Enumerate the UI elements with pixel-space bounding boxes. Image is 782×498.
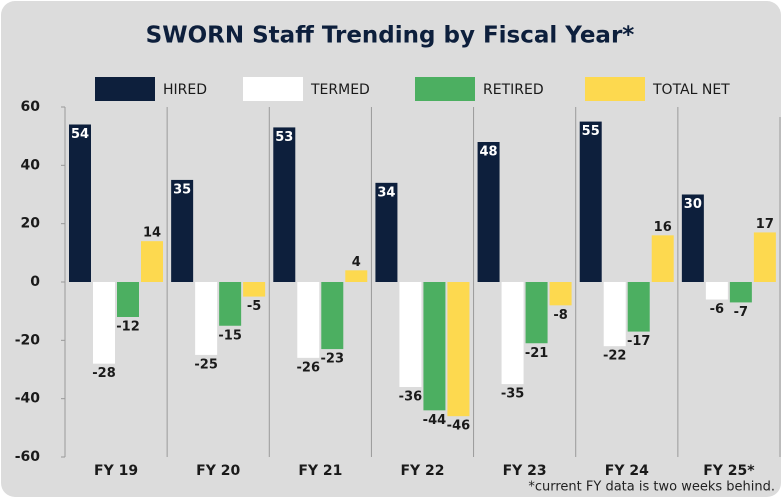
bar xyxy=(627,282,650,332)
bar xyxy=(729,282,752,303)
x-tick-label: FY 19 xyxy=(94,463,138,479)
data-label: -5 xyxy=(247,299,261,314)
legend-swatch xyxy=(95,77,155,101)
bar xyxy=(525,282,548,344)
x-tick-label: FY 23 xyxy=(503,463,547,479)
y-tick-label: 20 xyxy=(21,216,41,232)
legend-label: TOTAL NET xyxy=(652,82,730,98)
legend-label: RETIRED xyxy=(483,82,544,98)
bar xyxy=(375,182,398,282)
data-label: 54 xyxy=(71,127,89,142)
y-tick-label: 0 xyxy=(30,274,40,290)
bar xyxy=(93,282,115,364)
bar xyxy=(117,282,139,317)
bar xyxy=(549,282,572,306)
bar xyxy=(219,282,242,326)
y-tick-label: 60 xyxy=(21,99,41,115)
data-label: -23 xyxy=(321,352,345,367)
data-label: 14 xyxy=(143,226,161,241)
bar xyxy=(579,121,602,282)
y-tick-label: -20 xyxy=(15,332,41,348)
data-label: -8 xyxy=(553,308,567,323)
x-tick-label: FY 21 xyxy=(298,463,342,479)
legend-label: HIRED xyxy=(163,82,207,98)
data-label: -36 xyxy=(399,390,423,405)
bar xyxy=(321,282,344,350)
bar xyxy=(501,282,524,385)
bar xyxy=(753,232,776,282)
data-label: -44 xyxy=(423,413,447,428)
bar xyxy=(69,124,91,282)
data-label: 48 xyxy=(480,145,498,160)
data-label: 30 xyxy=(684,197,702,212)
bar xyxy=(195,282,218,355)
data-label: -26 xyxy=(297,360,321,375)
data-label: -21 xyxy=(525,346,549,361)
x-tick-label: FY 22 xyxy=(400,463,444,479)
footnote: *current FY data is two weeks behind. xyxy=(528,480,775,495)
data-label: 34 xyxy=(377,185,395,200)
legend-swatch xyxy=(585,77,645,101)
data-label: -15 xyxy=(218,328,242,343)
data-label: -7 xyxy=(734,305,748,320)
y-tick-label: 40 xyxy=(21,157,41,173)
x-tick-label: FY 24 xyxy=(605,463,649,479)
data-label: 55 xyxy=(582,124,600,139)
data-label: -46 xyxy=(447,419,471,434)
bar xyxy=(651,235,674,282)
y-tick-label: -60 xyxy=(15,449,41,465)
bar xyxy=(141,241,163,282)
data-label: 35 xyxy=(173,182,191,197)
data-label: -28 xyxy=(92,366,116,381)
bar xyxy=(477,142,500,282)
data-label: -17 xyxy=(627,334,651,349)
data-label: -12 xyxy=(116,320,140,335)
data-label: 17 xyxy=(756,217,774,232)
bar xyxy=(399,282,422,387)
bar xyxy=(243,282,266,297)
x-tick-label: FY 25* xyxy=(703,463,755,479)
data-label: 4 xyxy=(352,255,361,270)
data-label: -6 xyxy=(710,302,724,317)
data-label: -22 xyxy=(603,349,627,364)
bar xyxy=(171,179,194,282)
legend-label: TERMED xyxy=(310,82,370,98)
legend-swatch xyxy=(243,77,303,101)
bar xyxy=(345,270,368,282)
chart-title: SWORN Staff Trending by Fiscal Year* xyxy=(146,23,635,49)
data-label: -35 xyxy=(501,387,525,402)
data-label: -25 xyxy=(194,357,218,372)
bar xyxy=(297,282,320,358)
bar xyxy=(603,282,626,347)
data-label: 53 xyxy=(275,130,293,145)
bar xyxy=(705,282,728,300)
legend-swatch xyxy=(415,77,475,101)
bar xyxy=(273,127,296,283)
data-label: 16 xyxy=(654,220,672,235)
y-tick-label: -40 xyxy=(15,391,41,407)
bar xyxy=(681,194,704,282)
bar xyxy=(423,282,446,411)
bar xyxy=(447,282,470,417)
x-tick-label: FY 20 xyxy=(196,463,240,479)
